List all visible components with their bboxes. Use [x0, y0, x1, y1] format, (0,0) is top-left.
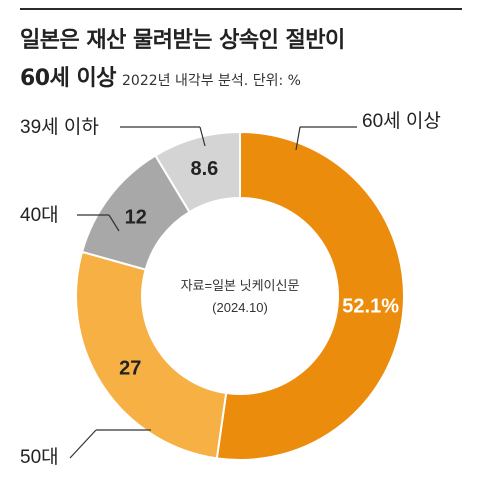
leader-line — [108, 214, 120, 232]
donut-slice — [215, 130, 405, 461]
slice-value-label: 12 — [125, 207, 147, 229]
slice-category-label: 60세 이상 — [362, 110, 441, 132]
center-source-text: 자료=일본 닛케이신문 — [181, 278, 300, 293]
slice-category-label: 40대 — [20, 204, 59, 226]
top-rule — [20, 8, 462, 10]
slice-category-label: 39세 이하 — [20, 116, 99, 138]
leader-line — [199, 126, 206, 147]
subtitle-strong: 60세 이상 — [20, 66, 117, 91]
chart-subtitle: 60세 이상 2022년 내각부 분석. 단위: % — [20, 60, 301, 92]
donut-slice — [75, 250, 228, 460]
leader-line — [69, 429, 97, 459]
donut-slice — [154, 130, 241, 214]
center-source-text: (2024.10) — [212, 300, 268, 315]
slice-value-label: 52.1% — [342, 295, 399, 317]
chart-title: 일본은 재산 물려받는 상속인 절반이 — [20, 28, 345, 53]
slice-category-label: 50대 — [20, 446, 59, 468]
leader-line — [295, 126, 301, 151]
slice-value-label: 8.6 — [190, 158, 218, 180]
subtitle-note: 2022년 내각부 분석. 단위: % — [122, 73, 301, 89]
slice-value-label: 27 — [119, 358, 141, 380]
